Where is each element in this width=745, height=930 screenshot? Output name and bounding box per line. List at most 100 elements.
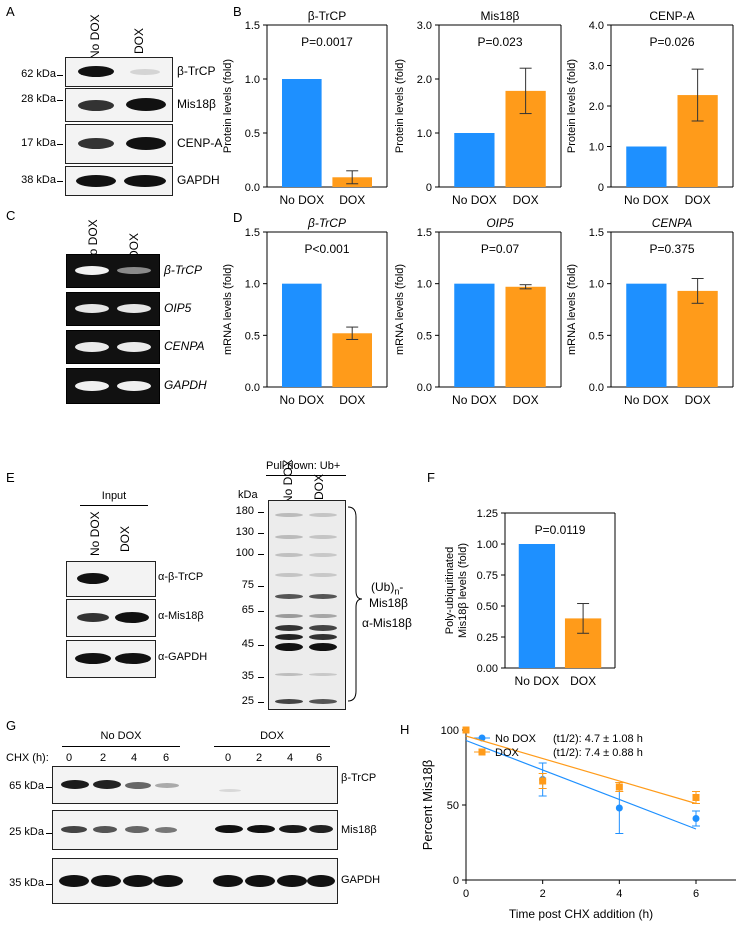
- blot-mis18b: [65, 88, 173, 122]
- x-axis-label: Time post CHX addition (h): [509, 907, 653, 921]
- y-tick-label: 3.0: [417, 20, 432, 32]
- panel-letter-a: A: [6, 4, 15, 19]
- chart-title: CENPA: [652, 216, 692, 230]
- ladder-mark: 25: [241, 695, 254, 707]
- p-value-annotation: P=0.0017: [301, 35, 353, 49]
- panel-letter-e: E: [6, 470, 15, 485]
- time-label: 6: [163, 752, 170, 764]
- y-tick-label: 0.75: [477, 570, 498, 582]
- gel-oip5: [66, 292, 160, 326]
- bar: [518, 544, 556, 668]
- time-label: 2: [100, 752, 107, 764]
- ladder-mark: 65: [241, 604, 254, 616]
- y-tick-label: 1.5: [245, 227, 260, 239]
- y-axis-label: Percent Mis18β: [420, 760, 435, 851]
- data-point: [539, 777, 547, 785]
- antibody-label: α-Mis18β: [158, 610, 204, 622]
- y-axis-label: Protein levels (fold): [222, 59, 234, 153]
- chx-row-label: β-TrCP: [341, 772, 377, 784]
- y-tick-label: 4.0: [589, 20, 604, 32]
- blot-gapdh: [65, 166, 173, 196]
- chart-title: β-TrCP: [308, 9, 346, 23]
- y-tick-label: 1.0: [589, 279, 604, 291]
- y-tick-label: 0.0: [245, 382, 260, 394]
- gel-cenpa: [66, 330, 160, 364]
- fit-line: [465, 739, 697, 830]
- time-label: 2: [256, 752, 263, 764]
- ub-label-mis18b: Mis18β: [369, 596, 408, 610]
- chart-title: OIP5: [486, 216, 514, 230]
- x-tick-label: 2: [540, 888, 546, 900]
- x-tick-label: DOX: [513, 193, 539, 207]
- blot-label: β-TrCP: [177, 64, 216, 78]
- time-label: 0: [225, 752, 232, 764]
- y-tick-label: 0.0: [417, 382, 432, 394]
- panel-letter-d: D: [233, 210, 243, 225]
- antibody-label: α-β-TrCP: [158, 571, 204, 583]
- x-tick-label: DOX: [513, 393, 539, 407]
- x-tick-label: DOX: [339, 393, 365, 407]
- x-tick-label: DOX: [339, 193, 365, 207]
- time-label: 6: [316, 752, 323, 764]
- y-tick-label: 1.5: [245, 20, 260, 32]
- legend-name: DOX: [495, 747, 520, 759]
- y-axis-label: mRNA levels (fold): [566, 264, 578, 355]
- ladder-mark: 35: [241, 670, 254, 682]
- input-blot-gapdh: [66, 640, 156, 678]
- p-value-annotation: P=0.375: [649, 242, 694, 256]
- y-tick-label: 0.50: [477, 601, 498, 613]
- legend-marker: [478, 748, 486, 756]
- gel-beta-trcp: [66, 254, 160, 288]
- antibody-label: α-GAPDH: [158, 651, 208, 663]
- y-axis-label: mRNA levels (fold): [222, 264, 234, 355]
- y-tick-label: 1.0: [417, 128, 432, 140]
- bracket: [347, 506, 363, 702]
- y-tick-label: 50: [447, 800, 459, 812]
- x-tick-label: No DOX: [279, 393, 324, 407]
- blot-label: CENP-A: [177, 136, 223, 150]
- pulldown-blot: [268, 500, 346, 710]
- gel-label: β-TrCP: [164, 263, 202, 277]
- y-tick-label: 0: [598, 182, 604, 194]
- y-tick-label: 0.5: [589, 330, 604, 342]
- chart-title: Mis18β: [481, 9, 520, 23]
- gel-label: CENPA: [164, 339, 205, 353]
- y-tick-label: 0.5: [245, 128, 260, 140]
- fit-line: [465, 735, 697, 805]
- ladder-mark: 100: [235, 547, 254, 559]
- panel-letter-h: H: [400, 722, 410, 737]
- bar: [454, 133, 495, 187]
- blot-cenp-a: [65, 124, 173, 164]
- data-point: [615, 783, 623, 791]
- y-tick-label: 1.25: [477, 508, 498, 520]
- chx-row-label: Mis18β: [341, 824, 377, 836]
- y-tick-label: 1.0: [589, 142, 604, 154]
- bar: [677, 290, 718, 387]
- panel-letter-c: C: [6, 208, 16, 223]
- input-blot-mis18b: [66, 599, 156, 637]
- ladder-mark: 180: [235, 505, 254, 517]
- y-axis-label: mRNA levels (fold): [394, 264, 406, 355]
- ladder-mark: 130: [235, 526, 254, 538]
- input-header: Input: [101, 490, 127, 502]
- kda-unit: kDa: [238, 489, 258, 501]
- y-axis-label: Poly-ubiquitinatedMis18β levels (fold): [444, 543, 469, 638]
- anti-mis18b-label: α-Mis18β: [362, 616, 412, 630]
- gel-label: GAPDH: [164, 378, 207, 392]
- x-tick-label: 6: [693, 888, 699, 900]
- data-point: [692, 794, 700, 801]
- blot-label: Mis18β: [177, 97, 216, 111]
- bar: [626, 283, 667, 387]
- y-tick-label: 0: [453, 875, 459, 887]
- bar: [626, 146, 667, 187]
- x-tick-label: No DOX: [452, 393, 497, 407]
- p-value-annotation: P=0.0119: [535, 523, 586, 537]
- kda-marker: 17 kDa: [21, 137, 56, 149]
